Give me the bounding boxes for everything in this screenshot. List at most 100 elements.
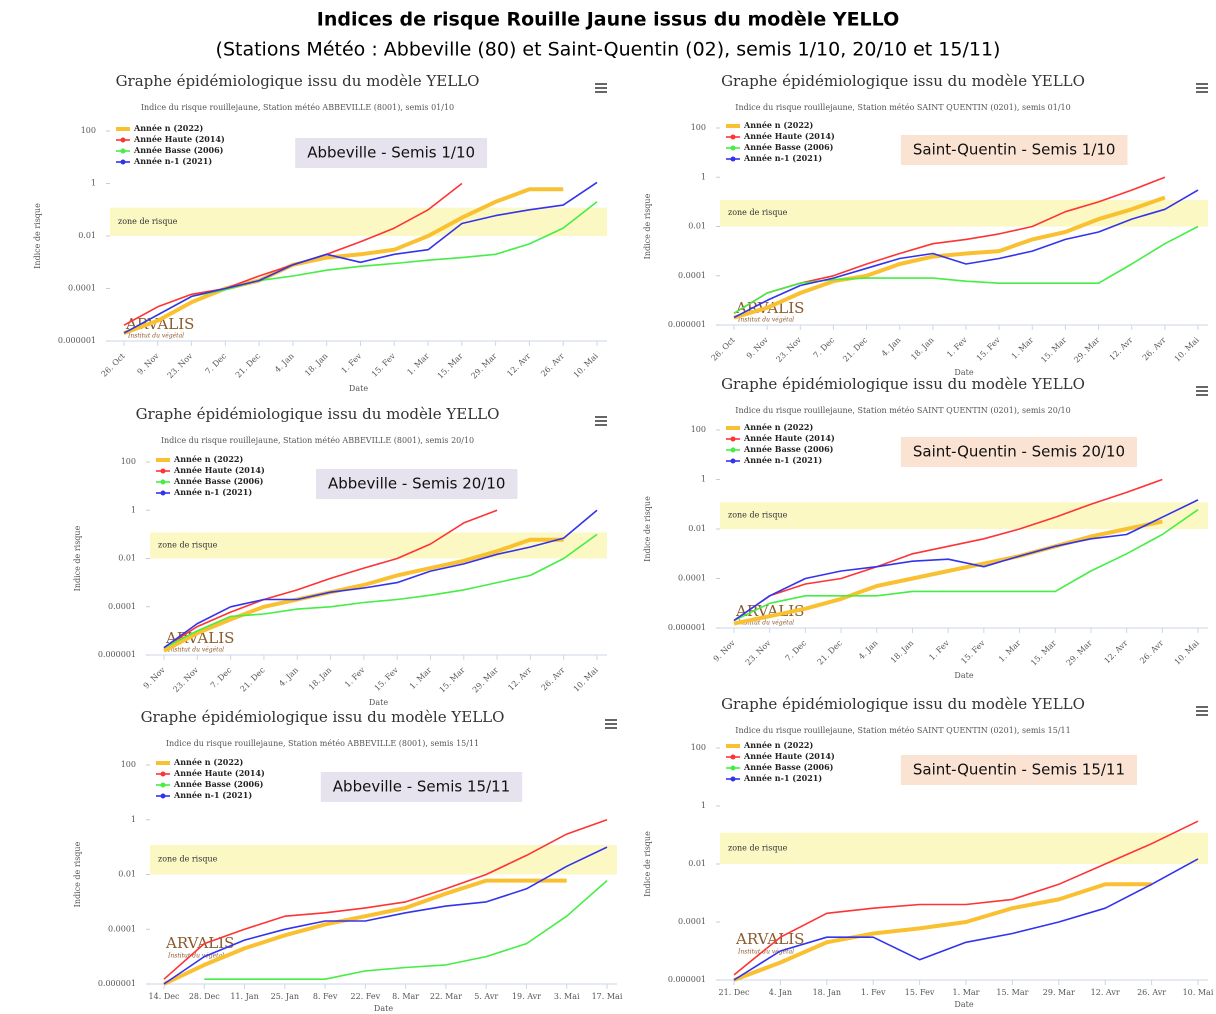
menu-icon[interactable]	[1196, 386, 1208, 396]
legend-dot	[120, 148, 126, 154]
x-tick-label: 18. Jan	[889, 638, 915, 664]
y-tick-label: 0.0001	[68, 284, 96, 293]
x-tick-label: 23. Nov	[744, 638, 773, 667]
x-tick-label: 10. Mai	[1183, 988, 1214, 997]
x-tick-label: 22. Mar	[430, 992, 462, 1001]
legend-label: Année Basse (2006)	[173, 779, 264, 789]
x-tick-label: 22. Fev	[351, 992, 381, 1001]
x-tick-label: 29. Mar	[1065, 638, 1094, 667]
series-line	[733, 882, 1152, 982]
x-tick-label: 12. Avr	[1091, 988, 1120, 997]
x-tick-label: 21. Dec	[239, 665, 268, 694]
menu-icon[interactable]	[595, 83, 607, 93]
x-tick-label: 23. Nov	[166, 351, 195, 380]
menu-icon[interactable]	[605, 719, 617, 729]
x-tick-label: 19. Avr	[512, 992, 541, 1001]
legend-label: Année n (2022)	[743, 740, 813, 750]
chart: Graphe épidémiologique issu du modèle YE…	[73, 708, 623, 1013]
legend-label: Année n (2022)	[743, 120, 813, 130]
legend-label: Année Haute (2014)	[173, 768, 265, 778]
x-tick-label: 18. Jan	[303, 351, 329, 377]
logo-tagline: Institut du végétal	[127, 333, 184, 340]
y-tick-label: 1	[701, 801, 706, 810]
legend-label: Année n-1 (2021)	[743, 455, 822, 465]
y-tick-label: 0.0001	[678, 917, 706, 926]
annotation: Abbeville - Semis 20/10	[328, 475, 505, 493]
x-tick-label: 15. Mar	[996, 988, 1028, 997]
chart-subtitle: Indice du risque rouillejaune, Station m…	[735, 726, 1070, 735]
y-tick-label: 1	[701, 172, 706, 181]
legend-label: Année Basse (2006)	[743, 142, 834, 152]
x-tick-label: 1. Mar	[408, 665, 434, 691]
x-tick-label: 26. Avr	[1141, 335, 1168, 362]
y-tick-label: 0.000001	[58, 336, 96, 345]
risk-zone	[110, 207, 607, 236]
legend-label: Année n-1 (2021)	[173, 790, 252, 800]
x-tick-label: 1. Fev	[861, 988, 886, 997]
x-tick-label: 5. Avr	[474, 992, 498, 1001]
x-tick-label: 1. Mar	[997, 638, 1023, 664]
series-line	[733, 195, 1166, 320]
x-tick-label: 4. Jan	[277, 665, 300, 688]
annotation-box	[900, 755, 1138, 785]
legend-dot	[160, 490, 166, 496]
legend-label: Année Basse (2006)	[133, 145, 224, 155]
legend-label: Année n-1 (2021)	[743, 773, 822, 783]
annotation-box	[316, 469, 518, 499]
x-tick-label: 1. Fev	[927, 638, 951, 662]
risk-zone-label: zone de risque	[158, 540, 218, 549]
chart-title: Graphe épidémiologique issu du modèle YE…	[721, 375, 1085, 393]
x-tick-label: 15. Mar	[436, 351, 465, 380]
x-tick-label: 15. Mar	[1029, 638, 1058, 667]
chart: Graphe épidémiologique issu du modèle YE…	[643, 72, 1208, 377]
y-axis-label: Indice de risque	[643, 193, 652, 259]
x-tick-label: 18. Jan	[307, 665, 333, 691]
legend-label: Année Basse (2006)	[743, 444, 834, 454]
x-tick-label: 15. Fev	[373, 665, 401, 693]
x-tick-label: 15. Fev	[905, 988, 935, 997]
y-axis-label: Indice de risque	[33, 203, 42, 269]
legend-label: Année Haute (2014)	[743, 131, 835, 141]
x-tick-label: 12. Avr	[1103, 638, 1130, 665]
legend-label: Année Haute (2014)	[743, 433, 835, 443]
x-tick-label: 7. Dec	[784, 638, 809, 663]
risk-zone-label: zone de risque	[118, 217, 178, 226]
chart-title: Graphe épidémiologique issu du modèle YE…	[721, 695, 1085, 713]
menu-icon[interactable]	[1196, 706, 1208, 716]
y-tick-label: 0.000001	[668, 975, 706, 984]
legend-dot	[730, 156, 736, 162]
x-tick-label: 10. Mai	[1173, 638, 1201, 666]
chart-subtitle: Indice du risque rouillejaune, Station m…	[735, 406, 1070, 415]
x-tick-label: 15. Fev	[370, 351, 398, 379]
legend-label: Année Haute (2014)	[133, 134, 225, 144]
y-axis-label: Indice de risque	[73, 525, 82, 591]
logo-name: ARVALIS	[735, 602, 804, 620]
menu-icon[interactable]	[595, 416, 607, 426]
x-tick-label: 12. Avr	[506, 665, 533, 692]
x-tick-label: 15. Mar	[438, 665, 467, 694]
menu-icon[interactable]	[1196, 83, 1208, 93]
x-tick-label: 4. Jan	[273, 351, 296, 374]
x-tick-label: 15. Fev	[975, 335, 1003, 363]
legend-label: Année n (2022)	[743, 422, 813, 432]
x-axis-label: Date	[369, 698, 388, 707]
legend-dot	[160, 793, 166, 799]
risk-zone	[150, 844, 617, 875]
series-line	[163, 509, 498, 649]
chart: Graphe épidémiologique issu du modèle YE…	[33, 72, 607, 393]
series-line	[204, 880, 608, 980]
x-tick-label: 15. Mar	[1039, 335, 1068, 364]
x-tick-label: 9. Nov	[142, 665, 167, 690]
x-tick-label: 1. Fev	[340, 351, 364, 375]
chart-title: Graphe épidémiologique issu du modèle YE…	[141, 708, 505, 726]
chart-title: Graphe épidémiologique issu du modèle YE…	[721, 72, 1085, 90]
legend-dot	[730, 436, 736, 442]
y-tick-label: 0.01	[118, 870, 136, 879]
series-line	[123, 187, 564, 335]
legend-label: Année Haute (2014)	[173, 465, 265, 475]
x-tick-label: 4. Jan	[769, 988, 792, 997]
legend-label: Année n-1 (2021)	[173, 487, 252, 497]
y-tick-label: 100	[691, 743, 706, 752]
chart: Graphe épidémiologique issu du modèle YE…	[643, 695, 1214, 1009]
